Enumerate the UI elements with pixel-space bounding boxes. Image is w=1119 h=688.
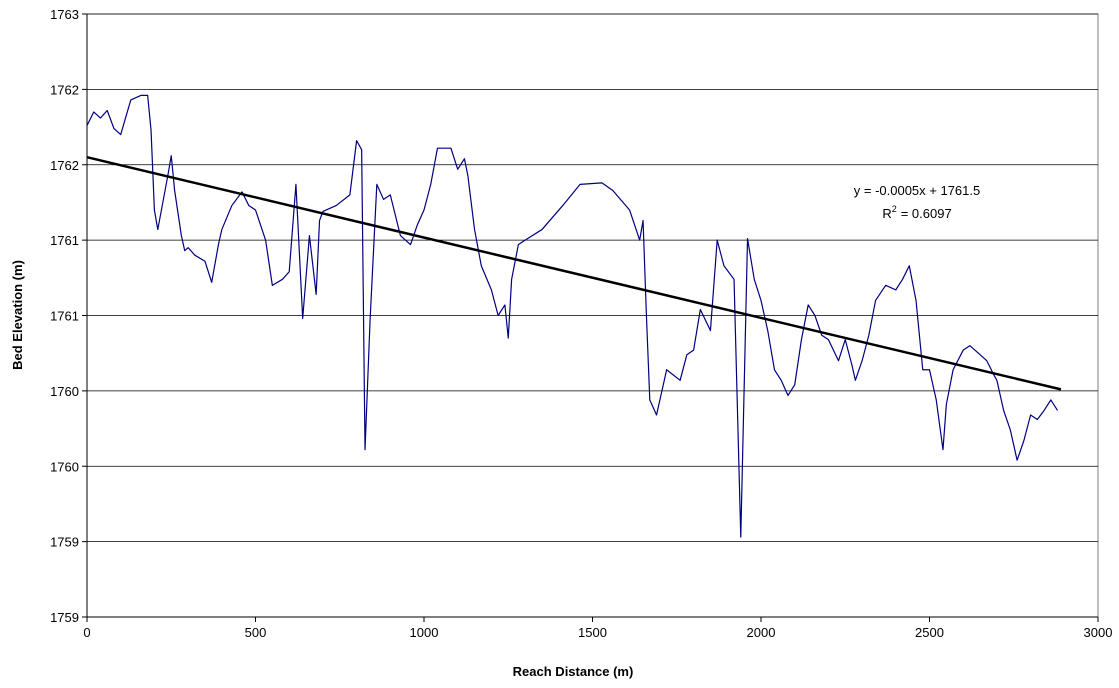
y-tick-label: 1760 <box>50 384 79 399</box>
y-tick-label: 1763 <box>50 7 79 22</box>
r-squared: R2 = 0.6097 <box>882 204 951 221</box>
x-tick-label: 3000 <box>1084 625 1113 640</box>
r-exponent: 2 <box>892 204 897 214</box>
x-axis-title: Reach Distance (m) <box>513 664 634 679</box>
y-tick-label: 1761 <box>50 233 79 248</box>
r-value: = 0.6097 <box>901 206 952 221</box>
x-tick-label: 0 <box>83 625 90 640</box>
y-axis-title: Bed Elevation (m) <box>10 260 25 370</box>
r-symbol: R <box>882 206 891 221</box>
x-tick-label: 500 <box>245 625 267 640</box>
x-tick-label: 2000 <box>747 625 776 640</box>
x-tick-label: 1000 <box>410 625 439 640</box>
y-tick-label: 1760 <box>50 459 79 474</box>
y-tick-label: 1762 <box>50 158 79 173</box>
y-tick-label: 1759 <box>50 610 79 625</box>
y-tick-label: 1759 <box>50 535 79 550</box>
data-line <box>86 94 1059 538</box>
y-tick-label: 1761 <box>50 309 79 324</box>
x-tick-label: 1500 <box>578 625 607 640</box>
data-line <box>86 155 1062 391</box>
y-tick-label: 1762 <box>50 82 79 97</box>
x-tick-label: 2500 <box>915 625 944 640</box>
trend-equation: y = -0.0005x + 1761.5 <box>854 183 980 198</box>
